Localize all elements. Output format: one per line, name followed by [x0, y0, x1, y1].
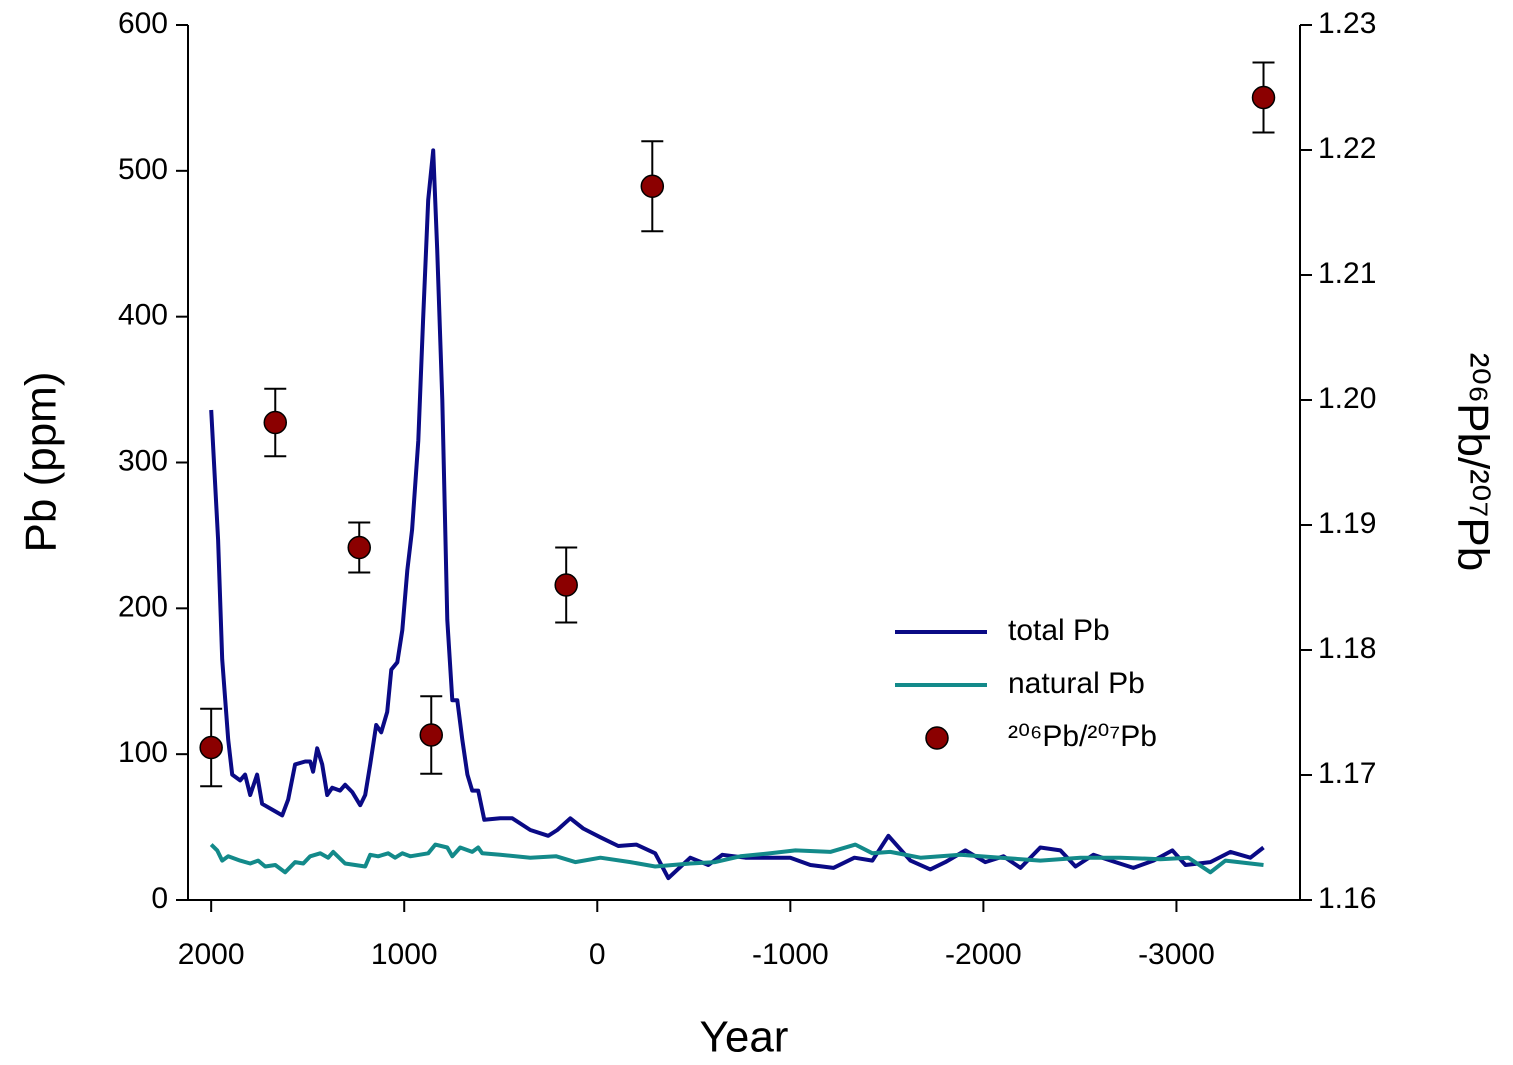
data-point: [263, 410, 288, 435]
y-tick-label: 400: [118, 299, 168, 332]
x-tick-label: 2000: [178, 938, 245, 971]
y2-tick-label: 1.23: [1318, 7, 1376, 40]
y2-axis-label: ²⁰⁶Pb/²⁰⁷Pb: [1448, 353, 1497, 571]
legend-swatch: [925, 726, 949, 750]
x-axis-label: Year: [700, 1013, 789, 1062]
data-point: [554, 573, 578, 597]
y-tick-label: 100: [118, 736, 168, 769]
y2-tick-label: 1.20: [1318, 382, 1376, 415]
y-tick-label: 300: [118, 444, 168, 477]
x-tick-label: 0: [589, 938, 606, 971]
series-line: [209, 148, 1265, 881]
x-tick-label: -3000: [1138, 938, 1215, 971]
legend-label: total Pb: [1008, 614, 1110, 647]
y2-tick-label: 1.22: [1318, 132, 1376, 165]
x-tick-label: -2000: [945, 938, 1022, 971]
legend-label: natural Pb: [1008, 667, 1145, 700]
y2-tick-label: 1.21: [1318, 257, 1376, 290]
x-tick-label: -1000: [752, 938, 829, 971]
y2-tick-label: 1.19: [1318, 507, 1376, 540]
data-point: [1251, 85, 1276, 110]
y-tick-label: 200: [118, 590, 168, 623]
y-tick-label: 0: [151, 882, 168, 915]
legend-label: ²⁰⁶Pb/²⁰⁷Pb: [1008, 720, 1157, 753]
series-line: [209, 842, 1264, 875]
data-point: [640, 174, 665, 198]
x-tick-label: 1000: [371, 938, 438, 971]
data-point: [199, 735, 223, 760]
data-point: [419, 723, 443, 747]
y2-tick-label: 1.16: [1318, 882, 1376, 915]
y2-tick-label: 1.18: [1318, 632, 1376, 665]
y-tick-label: 600: [118, 7, 168, 40]
y-axis-label: Pb (ppm): [17, 372, 66, 553]
y2-tick-label: 1.17: [1318, 757, 1376, 790]
data-point: [347, 535, 371, 560]
y-tick-label: 500: [118, 153, 168, 186]
